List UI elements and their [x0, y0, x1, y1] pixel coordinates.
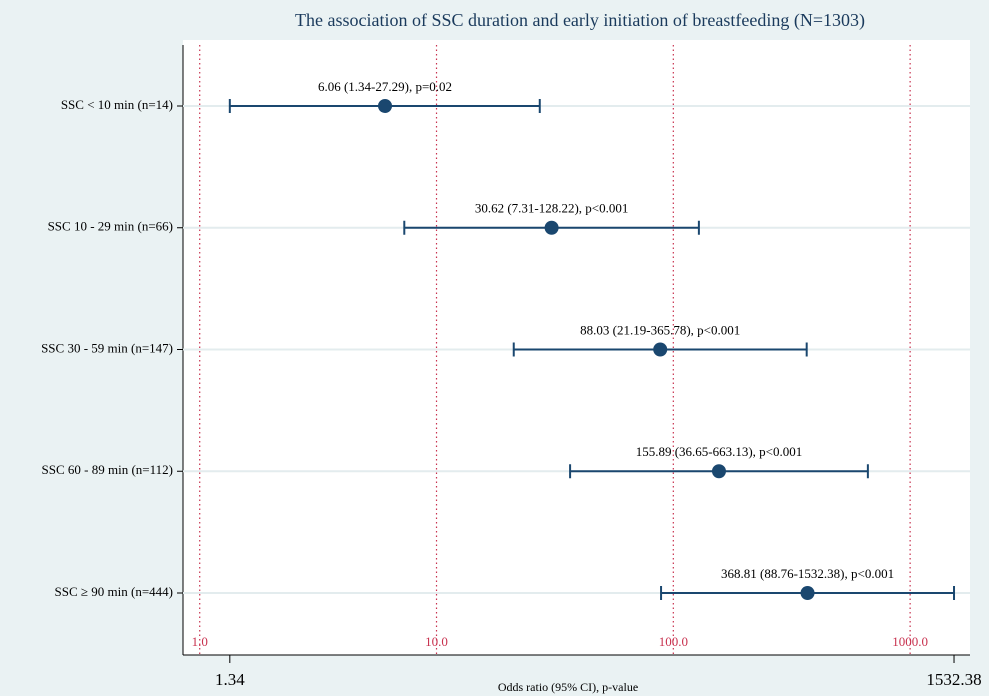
- y-tick-label: SSC 10 - 29 min (n=66): [48, 219, 173, 234]
- reference-label: 10.0: [425, 634, 448, 649]
- plot-area: [183, 40, 970, 655]
- point-estimate: [544, 220, 559, 235]
- x-axis-label: Odds ratio (95% CI), p-value: [498, 680, 638, 694]
- value-label: 155.89 (36.65-663.13), p<0.001: [636, 444, 803, 459]
- value-label: 30.62 (7.31-128.22), p<0.001: [475, 201, 629, 216]
- reference-label: 100.0: [659, 634, 688, 649]
- y-tick-label: SSC < 10 min (n=14): [61, 97, 173, 112]
- reference-label: 1000.0: [892, 634, 928, 649]
- value-label: 88.03 (21.19-365.78), p<0.001: [580, 322, 740, 337]
- point-estimate: [711, 464, 726, 479]
- point-estimate: [378, 99, 393, 113]
- point-estimate: [653, 342, 668, 357]
- value-label: 6.06 (1.34-27.29), p=0.02: [318, 79, 452, 94]
- x-tick-label: 1.34: [215, 670, 245, 689]
- x-tick-label: 1532.38: [926, 670, 981, 689]
- y-tick-label: SSC 30 - 59 min (n=147): [41, 340, 173, 355]
- y-tick-label: SSC ≥ 90 min (n=444): [55, 584, 173, 599]
- chart-title: The association of SSC duration and earl…: [295, 10, 865, 31]
- reference-label: 1.0: [192, 634, 208, 649]
- point-estimate: [800, 586, 815, 600]
- y-tick-label: SSC 60 - 89 min (n=112): [42, 462, 173, 477]
- value-label: 368.81 (88.76-1532.38), p<0.001: [721, 566, 894, 581]
